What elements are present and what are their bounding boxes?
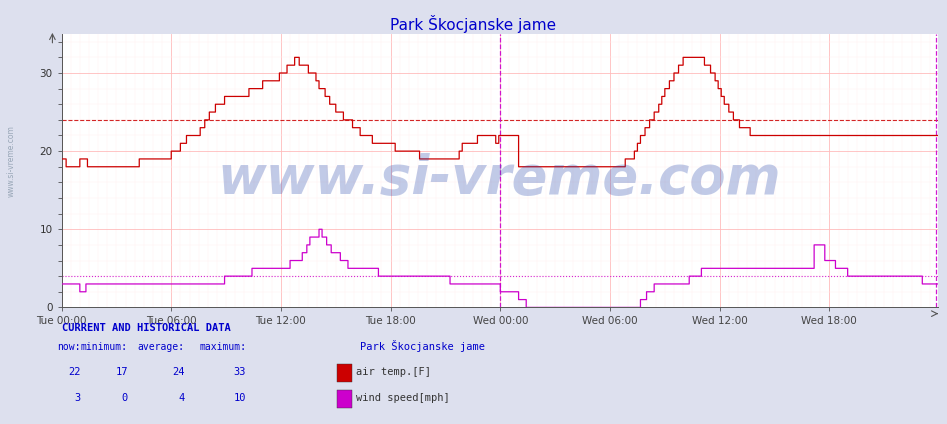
Text: 22: 22 [68,367,80,377]
Text: www.si-vreme.com: www.si-vreme.com [218,153,781,205]
Text: 24: 24 [172,367,185,377]
Text: 0: 0 [121,393,128,403]
Text: Park Škocjanske jame: Park Škocjanske jame [360,340,485,352]
Text: maximum:: maximum: [199,342,246,352]
Text: wind speed[mph]: wind speed[mph] [356,393,450,403]
Text: 4: 4 [178,393,185,403]
Text: 17: 17 [116,367,128,377]
Text: average:: average: [137,342,185,352]
Text: 33: 33 [234,367,246,377]
Text: 3: 3 [74,393,80,403]
Text: www.si-vreme.com: www.si-vreme.com [7,125,16,197]
Text: 10: 10 [234,393,246,403]
Text: Park Škocjanske jame: Park Škocjanske jame [390,15,557,33]
Text: now:: now: [57,342,80,352]
Text: minimum:: minimum: [80,342,128,352]
Text: air temp.[F]: air temp.[F] [356,367,431,377]
Text: CURRENT AND HISTORICAL DATA: CURRENT AND HISTORICAL DATA [62,323,230,333]
